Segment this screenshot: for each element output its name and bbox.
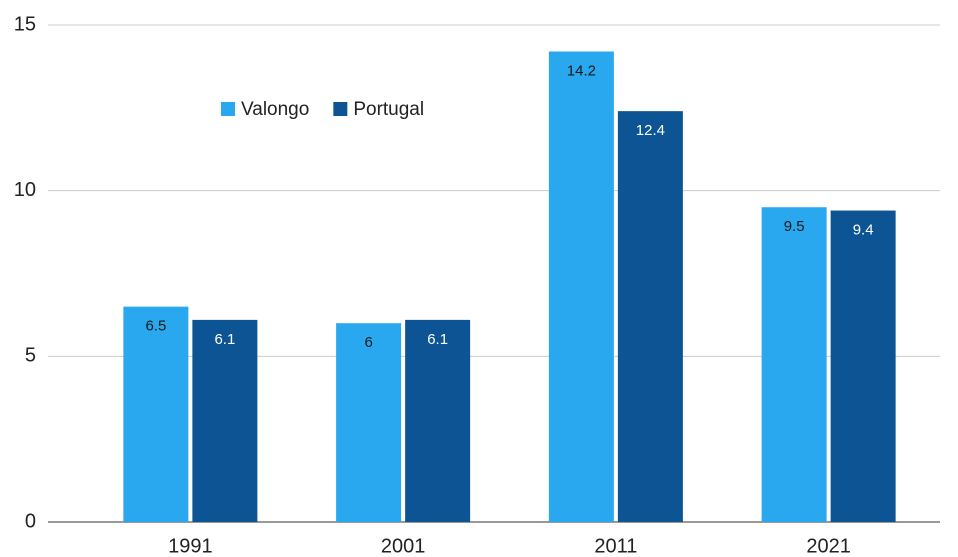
x-tick-label: 2001 (381, 535, 426, 557)
data-label: 9.4 (853, 222, 874, 239)
bar (192, 319, 258, 522)
data-label: 14.2 (567, 62, 596, 79)
legend-swatch (333, 102, 348, 116)
data-label: 6.1 (427, 331, 448, 348)
bar (336, 323, 402, 522)
data-label: 9.5 (784, 218, 805, 235)
legend-swatch (221, 102, 235, 116)
x-tick-label: 2011 (594, 535, 637, 557)
data-label: 6.1 (214, 331, 235, 348)
y-tick-label: 15 (14, 13, 36, 35)
bar (405, 319, 471, 522)
legend-label: Valongo (241, 99, 309, 120)
y-tick-label: 0 (25, 510, 36, 532)
x-tick-label: 1991 (168, 535, 213, 557)
y-tick-label: 10 (14, 179, 36, 201)
x-tick-label: 2021 (806, 535, 851, 557)
bar (548, 51, 614, 523)
y-tick-label: 5 (25, 345, 36, 367)
bar (830, 210, 896, 522)
data-label: 12.4 (636, 122, 665, 139)
bar (123, 306, 189, 522)
legend-label: Portugal (353, 99, 424, 120)
data-label: 6.5 (145, 318, 166, 335)
bar (761, 207, 827, 522)
data-label: 6 (364, 334, 372, 351)
bar (617, 111, 683, 522)
